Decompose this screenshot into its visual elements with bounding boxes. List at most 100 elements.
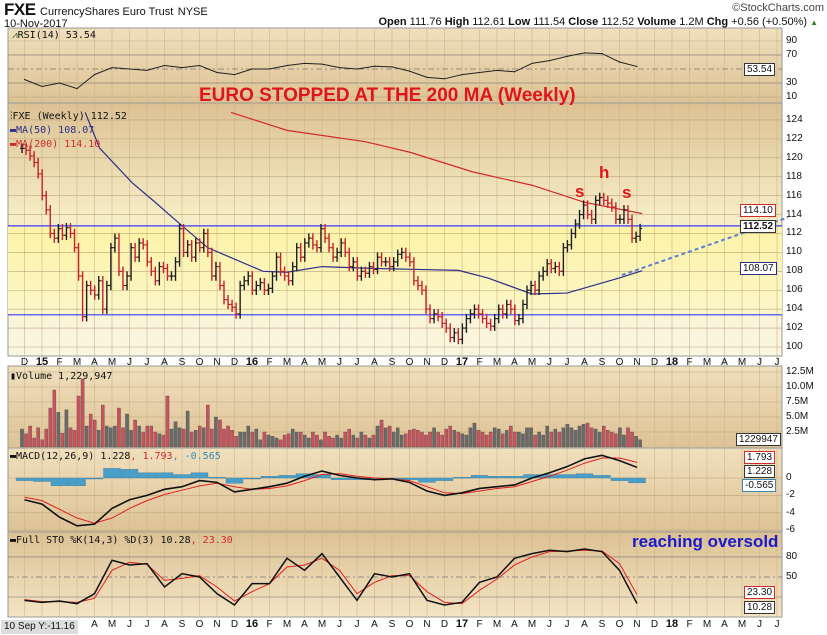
price-tick-label: 106 [786,284,803,296]
bottom-month-tick-label: M [737,619,747,630]
price-bar [32,151,37,168]
month-tick-label: N [423,357,431,368]
price-bar [440,311,445,329]
bottom-month-tick-label: N [213,619,221,630]
price-bar [476,304,481,319]
volume-bar [331,437,335,448]
price-bar [24,143,29,155]
rsi-point [268,68,271,70]
bottom-month-tick-label: J [127,619,132,630]
bottom-month-tick-label: M [702,619,712,630]
rsi-point [338,67,341,69]
month-tick-label: F [266,357,273,368]
month-tick-label: O [405,357,414,368]
month-tick-label: M [527,357,537,368]
volume-bar [234,436,238,448]
rsi-point [76,88,78,90]
exchange: NYSE [177,6,208,18]
volume-tick-label: 10.0M [786,381,814,392]
bottom-month-tick-label: S [598,619,606,630]
rsi-point [198,64,201,67]
bottom-month-tick-label: M [107,619,117,630]
volume-bar [92,419,97,448]
bottom-month-tick-label: A [581,619,588,630]
volume-bar [40,439,44,448]
bottom-month-tick-label: 17 [455,618,469,630]
rsi-point [391,66,393,68]
price-bar [52,228,57,243]
volume-bar [101,404,105,448]
bottom-month-tick-label: S [178,619,186,630]
volume-bar [400,434,404,448]
month-tick-label: M [282,357,292,368]
price-bar [529,280,534,295]
month-tick-label: M [107,357,117,368]
price-bar [137,238,142,262]
rsi-point [461,74,463,76]
bottom-month-tick-label: J [564,619,570,630]
volume-bar [513,431,517,448]
bottom-month-tick-label: J [774,619,780,630]
price-bar [553,261,558,274]
price-tick-label: 104 [786,303,803,315]
price-bar [278,252,283,277]
price-bar [533,280,538,295]
macd-histogram-bar [418,477,436,483]
ma50-label: MA(50) 108.07 [16,125,95,136]
price-tick-label: 118 [786,170,802,182]
volume-bar [484,434,489,448]
volume-bar [278,439,283,448]
ma200-label: MA(200) 114.10 [16,139,101,150]
volume-bar [198,425,202,448]
volume-bar [363,434,368,448]
chg-label: Chg [706,16,729,28]
price-bar [282,266,287,281]
volume-bar [630,431,634,448]
rsi-label: ⩘RSI(14) 53.54 [12,30,96,42]
header-title: FXE CurrencyShares Euro Trust NYSE [4,0,208,20]
volume-bar [28,425,32,448]
rsi-tick-label: 90 [786,35,798,46]
volume-bar [68,427,73,448]
volume-bar [460,433,465,448]
volume-bars-icon: ▮ [10,371,17,382]
month-tick-label: 16 [245,356,259,368]
bottom-month-tick-label: A [301,619,308,630]
price-bar [407,252,412,267]
price-tick-label: 114 [786,208,802,220]
price-bar [593,195,598,225]
bottom-month-tick-label: M [317,619,327,630]
volume-bar [375,425,380,448]
volume-bar [105,425,109,448]
macd-signal-line [24,457,638,524]
bottom-month-tick-label: S [388,619,396,630]
rsi-point [566,55,568,58]
price-bar [331,242,336,262]
month-tick-label: D [650,357,659,368]
price-bar [230,299,235,312]
volume-bar [230,430,234,448]
volume-bar [319,439,323,448]
volume-bar [501,433,505,448]
price-bar [399,247,404,260]
price-bar [104,280,109,314]
bottom-month-tick-label: A [161,619,168,630]
volume-bar [565,424,570,448]
volume-bar [262,431,267,448]
bottom-month-tick-label: O [405,619,414,630]
rsi-point [251,68,253,70]
volume-bar [634,436,638,448]
bottom-month-tick-label: D [230,619,239,630]
month-tick-label: 15 [35,356,49,368]
volume-bar [60,433,65,448]
bottom-month-tick-label: 16 [245,618,259,630]
volume-bar [181,428,186,448]
price-bar [415,276,420,291]
price-bar [638,223,643,242]
volume-bar [367,437,372,448]
macd-tick-label: -2 [786,489,795,501]
price-bar [347,247,352,272]
price-bar [84,280,89,322]
volume-bar [428,431,432,448]
price-bar [525,285,529,310]
